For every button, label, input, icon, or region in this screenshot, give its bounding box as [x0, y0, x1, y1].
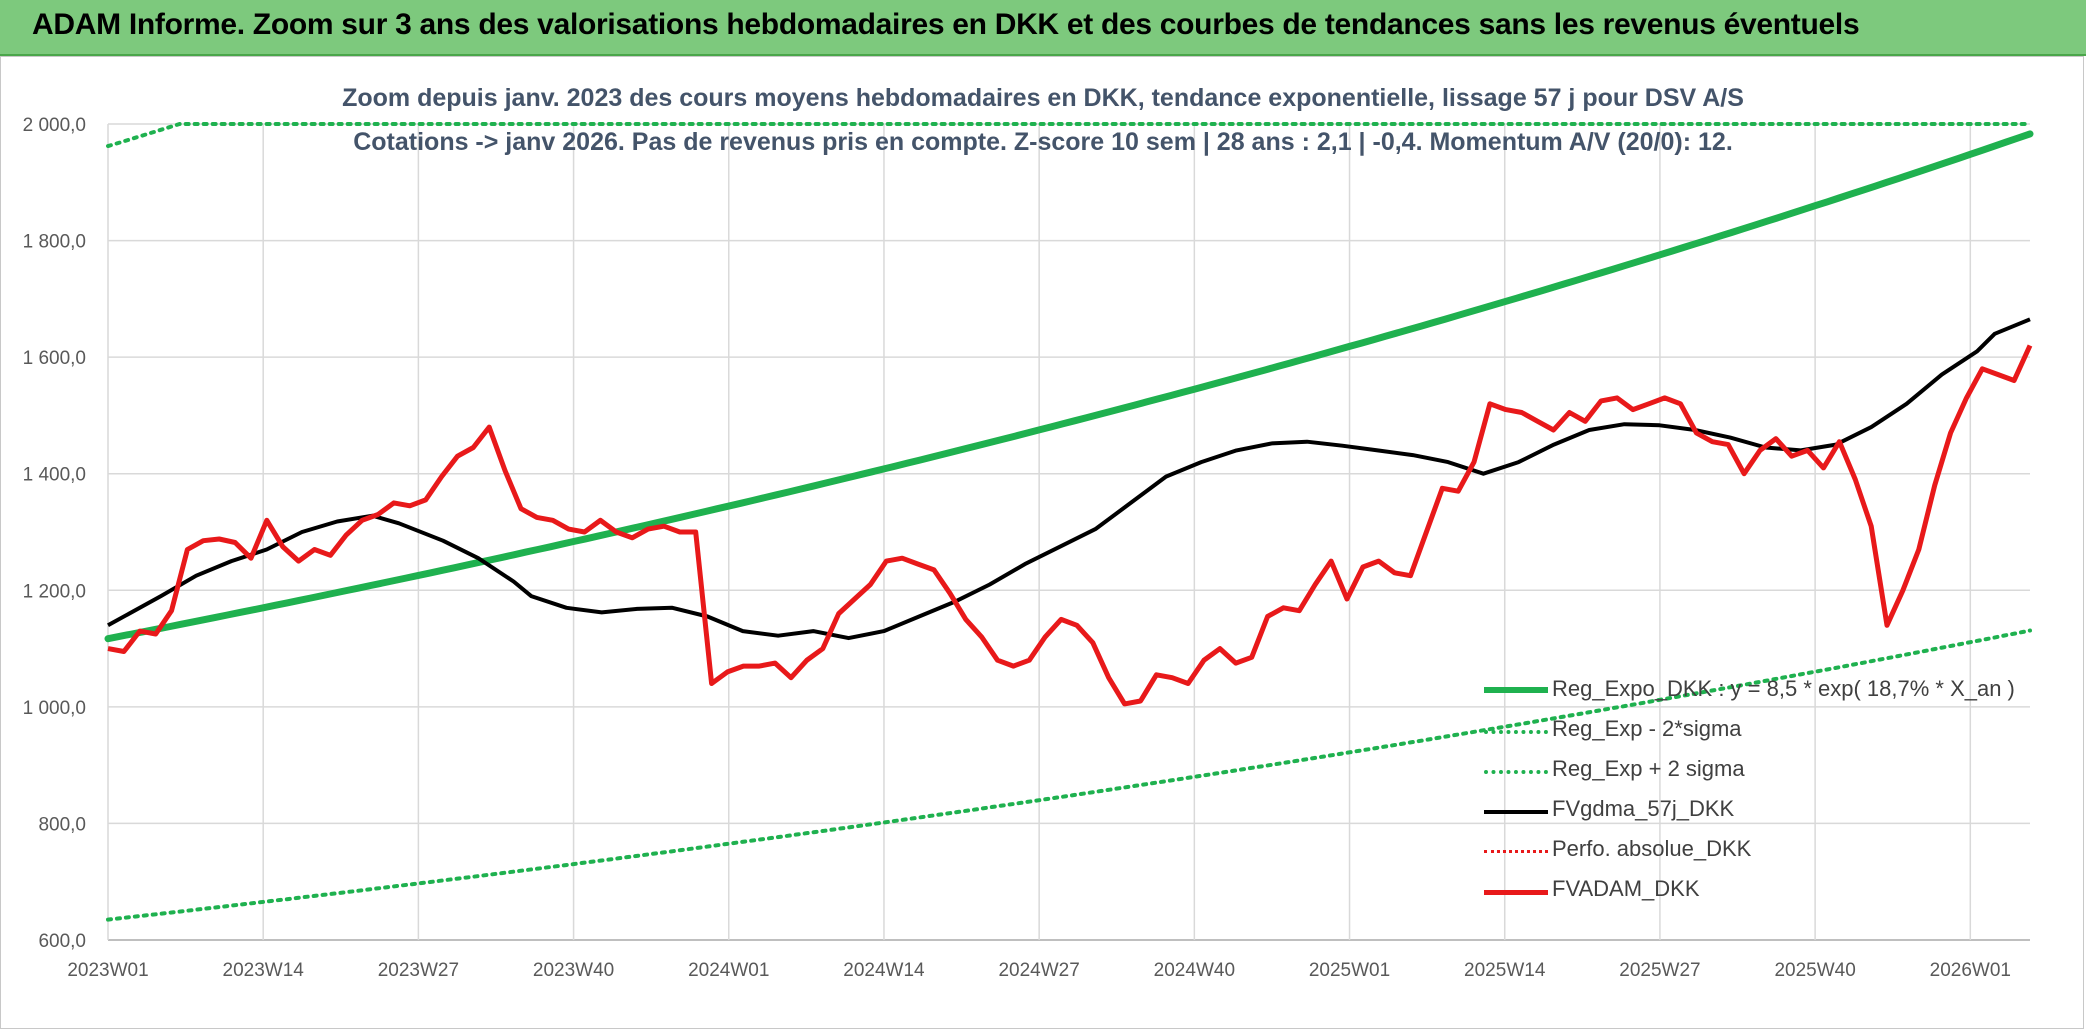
y-tick-label: 1 200,0 — [23, 581, 86, 602]
chart-title: Zoom depuis janv. 2023 des cours moyens … — [342, 84, 1744, 112]
x-tick-label: 2026W01 — [1930, 960, 2011, 981]
y-tick-label: 1 600,0 — [23, 348, 86, 369]
y-tick-label: 1 400,0 — [23, 465, 86, 486]
legend-item-reg-plus: Reg_Exp + 2 sigma — [1484, 752, 2044, 792]
legend-item-reg-expo: Reg_Expo_DKK : y = 8,5 * exp( 18,7% * X_… — [1484, 672, 2044, 712]
report-banner: ADAM Informe. Zoom sur 3 ans des valoris… — [0, 0, 2086, 56]
y-tick-label: 1 800,0 — [23, 232, 86, 253]
series-line-black-3 — [107, 317, 2031, 641]
report-title: ADAM Informe. Zoom sur 3 ans des valoris… — [32, 8, 1860, 41]
x-tick-label: 2024W14 — [843, 960, 925, 981]
x-tick-label: 2025W14 — [1464, 960, 1546, 981]
x-tick-label: 2025W01 — [1309, 960, 1390, 981]
legend-item-gdma: FVgdma_57j_DKK — [1484, 792, 2044, 832]
legend-label: FVADAM_DKK — [1552, 876, 1700, 901]
chart-subtitle: Cotations -> janv 2026. Pas de revenus p… — [353, 128, 1733, 156]
legend-swatch-dotted-red — [1484, 850, 1548, 853]
series-line-red-5 — [107, 344, 2033, 707]
x-tick-label: 2025W27 — [1619, 960, 1700, 981]
legend-label: Reg_Expo_DKK : y = 8,5 * exp( 18,7% * X_… — [1552, 676, 2015, 701]
legend-item-fvadam: FVADAM_DKK — [1484, 872, 2044, 912]
chart-area — [0, 56, 2084, 1029]
legend-swatch-dotted-green — [1484, 730, 1548, 734]
series-line-dotted-green-2 — [106, 122, 2032, 149]
chart-legend: Reg_Expo_DKK : y = 8,5 * exp( 18,7% * X_… — [1484, 672, 2044, 912]
y-tick-label: 800,0 — [38, 814, 86, 835]
legend-swatch-red — [1484, 890, 1548, 895]
legend-item-perfo: Perfo. absolue_DKK — [1484, 832, 2044, 872]
legend-item-reg-minus: Reg_Exp - 2*sigma — [1484, 712, 2044, 752]
y-tick-label: 1 000,0 — [23, 698, 86, 719]
x-tick-label: 2024W27 — [998, 960, 1079, 981]
x-tick-label: 2024W01 — [688, 960, 769, 981]
series-line-thick-green-0 — [104, 130, 2034, 643]
x-tick-label: 2024W40 — [1154, 960, 1235, 981]
legend-swatch-dotted-green — [1484, 770, 1548, 774]
x-tick-label: 2023W40 — [533, 960, 614, 981]
series-lines — [104, 122, 2034, 922]
legend-label: FVgdma_57j_DKK — [1552, 796, 1735, 821]
legend-label: Perfo. absolue_DKK — [1552, 836, 1752, 861]
legend-label: Reg_Exp - 2*sigma — [1552, 716, 1742, 741]
x-tick-label: 2023W01 — [67, 960, 148, 981]
x-axis-ticks: 2023W01 2023W14 2023W27 2023W40 2024W01 2024W… — [67, 960, 2011, 981]
legend-swatch-black — [1484, 810, 1548, 814]
x-tick-label: 2023W14 — [223, 960, 305, 981]
x-tick-label: 2023W27 — [378, 960, 459, 981]
series-line-dotted-green-1 — [106, 628, 2032, 922]
y-tick-label: 2 000,0 — [23, 115, 86, 136]
legend-label: Reg_Exp + 2 sigma — [1552, 756, 1745, 781]
y-axis-ticks: 600,0 800,0 1 000,0 1 200,0 1 400,0 1 600,0 1 … — [23, 115, 86, 952]
legend-swatch-thick-green — [1484, 687, 1548, 693]
x-tick-label: 2025W40 — [1774, 960, 1855, 981]
y-tick-label: 600,0 — [38, 931, 86, 952]
